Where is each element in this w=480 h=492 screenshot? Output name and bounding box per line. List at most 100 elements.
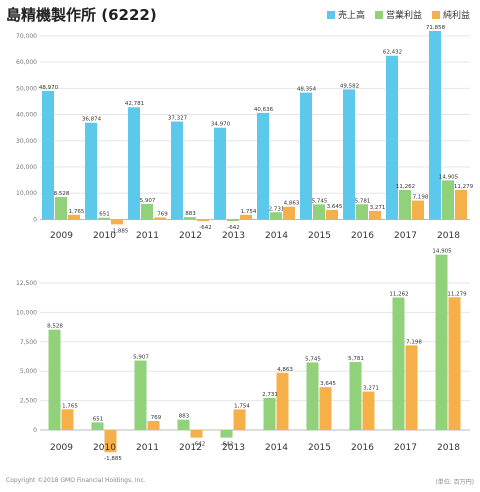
bar-top-1 xyxy=(55,197,67,220)
bar-top-2 xyxy=(240,214,252,220)
data-label: -642 xyxy=(199,225,211,231)
x-category-label: 2010 xyxy=(93,443,116,453)
bar-top-2 xyxy=(197,219,209,222)
data-label: 8,528 xyxy=(47,324,63,330)
y-tick-label: 40,000 xyxy=(16,112,37,119)
bar-bottom-1 xyxy=(319,387,332,431)
x-category-label: 2014 xyxy=(265,443,288,453)
data-label: 7,198 xyxy=(406,339,422,345)
data-label: 1,765 xyxy=(69,209,85,215)
legend-swatch-net-profit xyxy=(431,10,440,19)
legend-label-net-profit: 純利益 xyxy=(442,11,470,21)
bar-top-0 xyxy=(128,107,140,220)
y-tick-label: 0 xyxy=(33,427,37,434)
bar-top-1 xyxy=(356,204,368,220)
bar-bottom-1 xyxy=(61,409,74,431)
data-label: 5,781 xyxy=(355,198,371,204)
bar-top-2 xyxy=(326,209,338,220)
y-tick-label: 60,000 xyxy=(16,59,37,66)
bar-bottom-1 xyxy=(405,345,418,431)
y-tick-label: 50,000 xyxy=(16,85,37,92)
bar-top-2 xyxy=(455,189,467,220)
data-label: 5,907 xyxy=(133,355,149,361)
data-label: 2,731 xyxy=(262,392,278,398)
data-label: -642 xyxy=(193,442,205,448)
x-category-label: 2017 xyxy=(394,231,417,241)
y-tick-label: 70,000 xyxy=(16,33,37,40)
data-label: 2,731 xyxy=(269,206,285,212)
y-tick-label: 10,000 xyxy=(16,309,37,316)
y-tick-label: 2,500 xyxy=(20,398,37,405)
data-label: -1,885 xyxy=(111,228,129,234)
data-label: 1,765 xyxy=(62,403,78,409)
copyright-text: Copyright ©2018 GMO Financial Holdings, … xyxy=(6,477,146,484)
x-category-label: 2010 xyxy=(93,231,116,241)
data-label: 11,279 xyxy=(454,184,474,190)
data-label: 1,754 xyxy=(234,403,250,409)
y-tick-label: 30,000 xyxy=(16,138,37,145)
bar-bottom-0 xyxy=(177,419,190,431)
bar-top-1 xyxy=(184,217,196,220)
data-label: 5,907 xyxy=(140,198,156,204)
bar-bottom-0 xyxy=(48,329,61,431)
y-tick-label: 7,500 xyxy=(20,339,37,346)
bar-bottom-1 xyxy=(233,409,246,431)
bar-top-1 xyxy=(98,217,110,220)
data-label: 3,645 xyxy=(320,381,336,387)
bar-bottom-1 xyxy=(362,391,375,431)
data-label: 14,905 xyxy=(432,249,452,255)
bar-top-0 xyxy=(300,92,312,220)
x-category-label: 2018 xyxy=(437,231,460,241)
bar-top-0 xyxy=(171,121,183,220)
bar-top-2 xyxy=(68,214,80,220)
data-label: 11,279 xyxy=(447,291,467,297)
unit-note: (単位: 百万円) xyxy=(435,479,474,486)
bar-top-1 xyxy=(270,212,282,220)
legend-label-sales: 売上高 xyxy=(337,11,365,21)
data-label: 37,327 xyxy=(168,116,188,122)
bar-bottom-1 xyxy=(104,430,117,453)
data-label: 3,271 xyxy=(363,386,379,392)
x-category-label: 2011 xyxy=(136,443,159,453)
x-category-label: 2011 xyxy=(136,231,159,241)
data-label: 3,645 xyxy=(327,204,343,210)
data-label: 49,582 xyxy=(340,83,359,89)
x-category-label: 2013 xyxy=(222,443,245,453)
data-label: 34,970 xyxy=(211,122,231,128)
data-label: -1,885 xyxy=(104,456,122,462)
legend-swatch-sales xyxy=(326,10,335,19)
x-category-label: 2016 xyxy=(351,443,374,453)
x-category-label: 2012 xyxy=(179,443,202,453)
x-category-label: 2012 xyxy=(179,231,202,241)
data-label: 4,863 xyxy=(284,201,300,207)
data-label: 62,432 xyxy=(383,50,402,56)
bar-bottom-0 xyxy=(435,254,448,431)
bar-top-2 xyxy=(111,219,123,225)
x-category-label: 2015 xyxy=(308,443,331,453)
legend-item-operating-profit: 営業利益 xyxy=(374,8,422,21)
legend-label-operating-profit: 営業利益 xyxy=(385,11,422,21)
data-label: 651 xyxy=(93,416,104,422)
data-label: 883 xyxy=(185,211,196,217)
bar-bottom-1 xyxy=(147,421,160,431)
bar-top-1 xyxy=(442,180,454,220)
data-label: 4,863 xyxy=(277,367,293,373)
data-label: 40,636 xyxy=(254,107,274,113)
data-label: 769 xyxy=(151,415,162,421)
data-label: 3,271 xyxy=(370,205,386,211)
x-category-label: 2017 xyxy=(394,443,417,453)
data-label: 883 xyxy=(179,414,190,420)
data-label: 11,262 xyxy=(396,184,415,190)
legend-item-net-profit: 純利益 xyxy=(431,8,470,21)
legend: 売上高 営業利益 純利益 xyxy=(326,8,470,21)
y-tick-label: 10,000 xyxy=(16,190,37,197)
data-label: 5,745 xyxy=(305,356,321,362)
data-label: 36,874 xyxy=(82,117,102,123)
data-label: 5,745 xyxy=(312,198,328,204)
bar-bottom-0 xyxy=(220,430,233,438)
bar-top-1 xyxy=(313,204,325,220)
x-category-label: 2015 xyxy=(308,231,331,241)
bar-top-2 xyxy=(412,200,424,220)
bar-top-0 xyxy=(257,112,269,220)
